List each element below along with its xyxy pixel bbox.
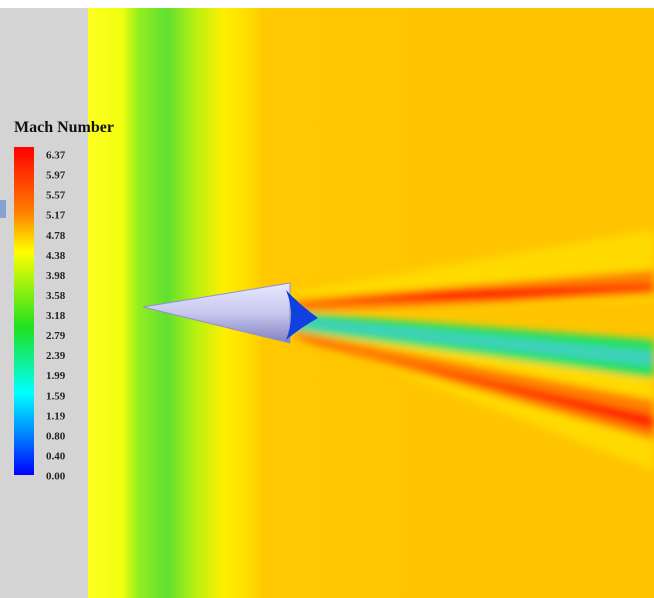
edge-marker xyxy=(0,200,6,218)
color-bar-label: 6.37 xyxy=(46,150,66,162)
color-bar-labels: 6.37 5.97 5.57 5.17 4.78 4.38 3.98 3.58 3.18 2.79… xyxy=(46,150,66,483)
color-bar-label: 2.39 xyxy=(46,350,66,362)
color-bar-label: 5.17 xyxy=(46,210,66,222)
color-bar-label: 5.57 xyxy=(46,190,66,202)
legend-title: Mach Number xyxy=(14,119,114,136)
color-bar-label: 5.97 xyxy=(46,170,66,182)
color-bar-label: 4.38 xyxy=(46,250,66,262)
color-bar-label: 2.79 xyxy=(46,330,66,342)
side-panel xyxy=(0,8,88,598)
mach-contour-figure: Mach Number 6.37 5.97 5.57 5.17 4.78 4.38 3.98… xyxy=(0,0,654,598)
color-bar-label: 3.18 xyxy=(46,310,66,322)
color-bar xyxy=(14,147,34,475)
color-bar-label: 0.80 xyxy=(46,430,66,442)
color-bar-label: 4.78 xyxy=(46,230,66,242)
color-bar-label: 1.59 xyxy=(46,390,66,402)
color-bar-label: 1.19 xyxy=(46,410,66,422)
color-bar-label: 0.40 xyxy=(46,450,66,462)
color-bar-label: 3.58 xyxy=(46,290,66,302)
color-bar-label: 3.98 xyxy=(46,270,66,282)
color-bar-label: 1.99 xyxy=(46,370,66,382)
color-bar-label: 0.00 xyxy=(46,471,66,483)
